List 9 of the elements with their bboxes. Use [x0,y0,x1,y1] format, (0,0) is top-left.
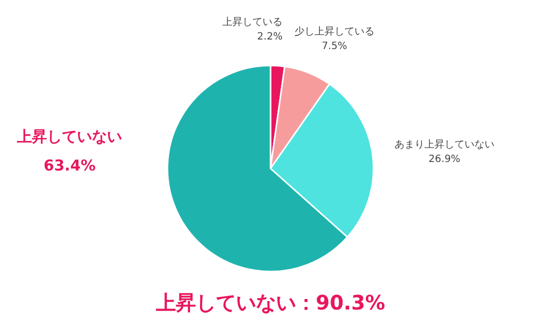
data-label: 2.2% [257,31,283,42]
slice-label: あまり上昇していない [394,138,494,151]
data-label: 7.5% [322,40,348,52]
slice-label: 上昇している [222,16,283,28]
data-label: 63.4% [44,156,96,174]
text: 上昇していない：90.3% [154,290,386,314]
slice-label: 上昇していない [16,128,122,146]
slice-label: 少し上昇している [294,25,374,38]
data-label: 26.9% [428,154,460,166]
